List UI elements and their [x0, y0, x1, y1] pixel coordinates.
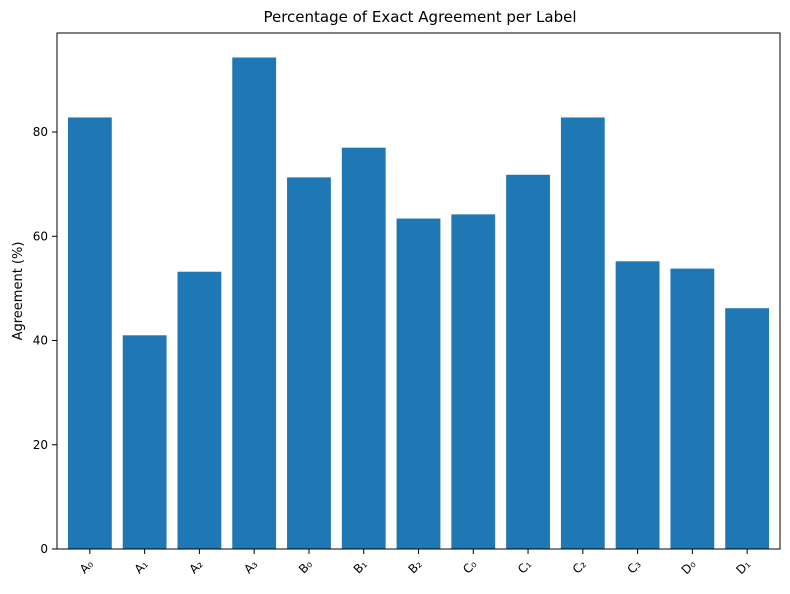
- x-tick-label-2: A₁: [132, 557, 151, 576]
- x-tick-label-9: C₁: [515, 557, 534, 576]
- x-tick-label-3: A₂: [186, 557, 205, 576]
- bar-13: [725, 308, 770, 549]
- bar-9: [506, 174, 550, 549]
- x-tick-label-1: A₀: [77, 557, 96, 576]
- bar-12: [670, 268, 715, 549]
- x-tick-label-7: B₂: [405, 557, 424, 576]
- y-axis-label: Agreement (%): [11, 242, 26, 341]
- bar-3: [177, 271, 222, 549]
- y-tick-label-5: 80: [33, 125, 48, 139]
- y-tick-label-1: 0: [40, 542, 48, 556]
- chart-title: Percentage of Exact Agreement per Label: [263, 8, 576, 26]
- y-tick-label-2: 20: [33, 438, 48, 452]
- x-tick-label-8: C₀: [460, 557, 479, 576]
- y-tick-label-3: 40: [33, 334, 48, 348]
- bar-4: [232, 57, 277, 549]
- x-tick-label-4: A₃: [241, 557, 260, 576]
- x-tick-label-6: B₁: [351, 557, 370, 576]
- bar-1: [67, 117, 112, 549]
- bar-8: [451, 214, 496, 549]
- y-tick-label-4: 60: [33, 229, 48, 243]
- x-tick-label-5: B₀: [296, 557, 315, 576]
- plot-area: 0 20 40 60 80 A₀ A₁ A₂ A₃ B₀ B₁ B₂ C₀ C₁ C₂ C₃ D₀ D₁: [33, 32, 781, 577]
- x-tick-label-12: D₀: [679, 557, 699, 577]
- bar-6: [341, 147, 386, 550]
- bar-10: [560, 117, 605, 549]
- x-tick-label-10: C₂: [570, 557, 589, 576]
- x-tick-label-11: C₃: [624, 557, 643, 576]
- bar-11: [615, 261, 660, 549]
- bar-7: [396, 218, 441, 550]
- bar-2: [122, 335, 167, 549]
- x-tick-label-13: D₁: [733, 557, 753, 577]
- bar-5: [287, 177, 331, 549]
